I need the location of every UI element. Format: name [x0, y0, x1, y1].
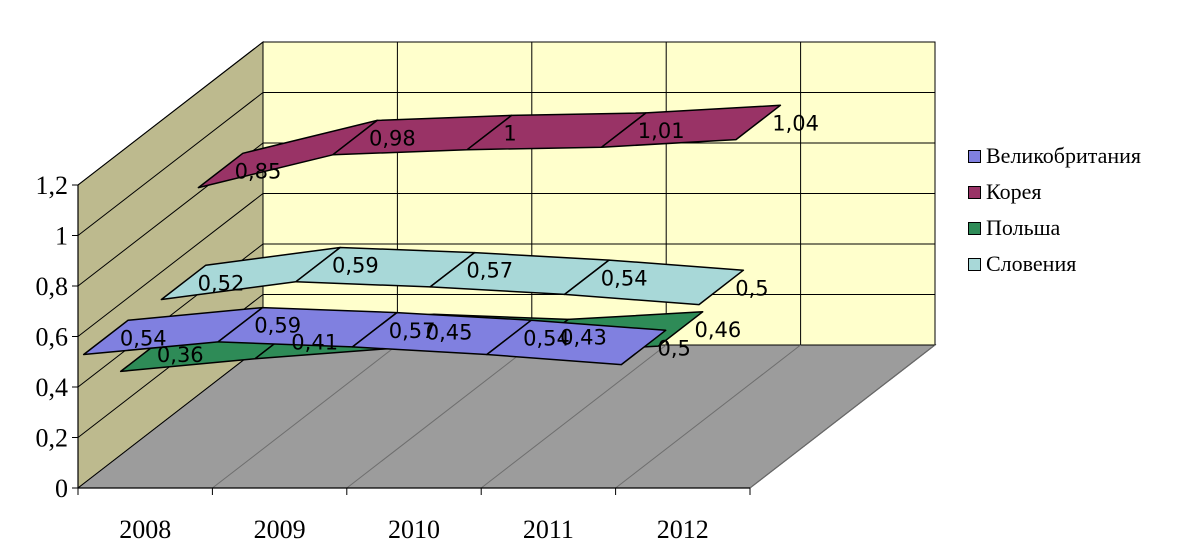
y-tick-label: 1 [55, 222, 68, 251]
data-label: 0,54 [601, 266, 648, 290]
legend-label: Словения [986, 251, 1077, 276]
legend-swatch [968, 221, 981, 235]
ribbon-segment [486, 319, 667, 366]
labels-польша: 0,36 0,41 0,45 0,43 0,46 [157, 318, 741, 367]
data-label: 0,59 [332, 254, 379, 278]
y-tick-label: 0,4 [36, 373, 69, 402]
legend-item: Корея [968, 174, 1141, 210]
data-label: 0,98 [369, 127, 416, 151]
floor-line [346, 344, 533, 489]
floor-line [212, 344, 398, 489]
data-label: 0,57 [389, 319, 436, 343]
data-label: 0,54 [120, 326, 167, 350]
legend-label: Великобритания [986, 143, 1142, 168]
legend-label: Корея [986, 179, 1042, 204]
x-tick-label: 2009 [254, 515, 306, 544]
series-корея [197, 104, 782, 189]
y-tick-label: 0,6 [36, 323, 69, 352]
chart-legend: Великобритания Корея Польша Словения [968, 138, 1141, 282]
labels-великобритания: 0,54 0,59 0,57 0,54 0,5 [120, 314, 691, 361]
labels-словения: 0,52 0,59 0,57 0,54 0,5 [198, 254, 769, 301]
data-label: 0,5 [735, 276, 768, 300]
chart-data-labels: 0,850,98 1 1,01 1,040,520,59 0,57 0,54 0,50,36… [120, 111, 819, 367]
data-label: 0,45 [426, 320, 473, 344]
data-label: 0,59 [254, 314, 301, 338]
data-label: 0,57 [466, 259, 513, 283]
data-label: 0,85 [235, 159, 282, 183]
ribbon-segment [600, 104, 782, 148]
legend-item: Великобритания [968, 138, 1141, 174]
legend-item: Словения [968, 246, 1141, 282]
legend-swatch [968, 185, 981, 199]
gridline-y [77, 41, 935, 186]
gridline-y [77, 193, 935, 337]
data-label: 0,41 [291, 331, 338, 355]
data-label: 1,04 [772, 111, 819, 135]
y-tick-label: 0,2 [36, 424, 69, 453]
floor-line [615, 344, 801, 489]
x-tick-label: 2010 [388, 515, 440, 544]
legend-item: Польша [968, 210, 1141, 246]
data-label: 1,01 [638, 119, 685, 143]
data-label: 0,36 [157, 343, 204, 367]
legend-swatch [968, 149, 981, 163]
chart-grid [77, 41, 936, 489]
data-label: 0,43 [560, 326, 607, 350]
legend-swatch [968, 257, 981, 271]
series-великобритания [82, 306, 667, 366]
data-label: 0,52 [198, 271, 245, 295]
gridline-y [77, 142, 935, 287]
ribbon-segment [563, 259, 745, 306]
x-tick-label: 2011 [523, 515, 574, 544]
gridline-y [77, 92, 935, 236]
data-label: 1 [503, 122, 516, 146]
floor-line [749, 344, 936, 489]
data-label: 0,54 [523, 326, 570, 350]
floor-line [480, 344, 667, 489]
x-tick-label: 2008 [119, 515, 171, 544]
x-tick-label: 2012 [657, 515, 709, 544]
y-tick-label: 0 [55, 474, 68, 503]
chart-axes: 0 0,2 0,4 0,6 0,8 1 1,2 2008 2009 2010 2011 2012 [36, 171, 751, 544]
labels-корея: 0,85 0,98 1 1,01 1,04 [235, 111, 819, 183]
legend-label: Польша [986, 215, 1061, 240]
y-tick-label: 1,2 [36, 171, 69, 200]
y-tick-label: 0,8 [36, 272, 69, 301]
series-словения [160, 246, 745, 306]
chart-ribbons [82, 104, 782, 373]
data-label: 0,5 [658, 336, 691, 360]
data-label: 0,46 [695, 318, 742, 342]
